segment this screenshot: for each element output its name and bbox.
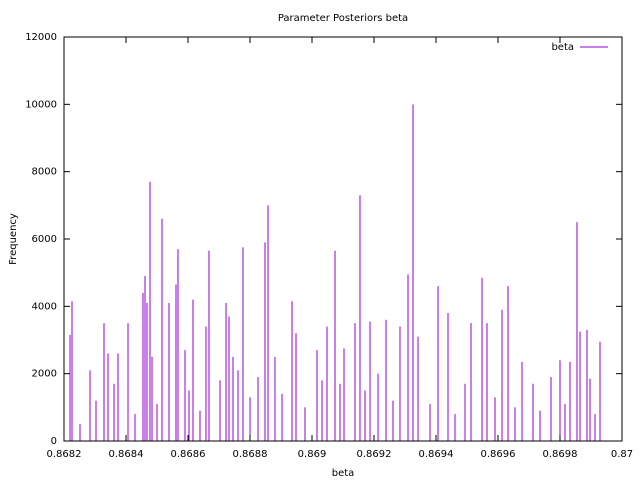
y-axis-label: Frequency <box>8 213 19 265</box>
y-tick-label: 2000 <box>32 369 57 380</box>
x-tick-label: 0.869 <box>298 449 327 460</box>
legend-label: beta <box>551 42 574 53</box>
x-tick-label: 0.8682 <box>47 449 82 460</box>
x-tick-label: 0.8694 <box>419 449 454 460</box>
x-tick-label: 0.8686 <box>171 449 206 460</box>
x-tick-label: 0.8684 <box>109 449 144 460</box>
y-tick-label: 6000 <box>32 234 57 245</box>
y-tick-label: 8000 <box>32 167 57 178</box>
y-tick-label: 12000 <box>25 32 57 43</box>
x-axis-label: beta <box>332 468 355 479</box>
y-tick-label: 4000 <box>32 301 57 312</box>
y-tick-label: 10000 <box>25 99 57 110</box>
x-tick-label: 0.8688 <box>233 449 268 460</box>
chart-title: Parameter Posteriors beta <box>278 13 408 24</box>
y-tick-label: 0 <box>51 436 57 447</box>
x-tick-label: 0.8692 <box>357 449 392 460</box>
x-tick-label: 0.87 <box>611 449 633 460</box>
x-tick-label: 0.8696 <box>481 449 516 460</box>
x-tick-label: 0.8698 <box>543 449 578 460</box>
